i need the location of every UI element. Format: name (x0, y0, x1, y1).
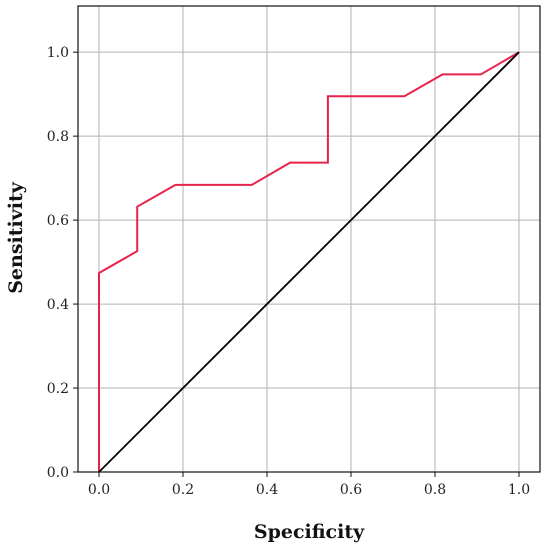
series-lines (98, 51, 520, 473)
x-tick-labels: 0.0 0.2 0.4 0.6 0.8 1.0 (88, 482, 530, 498)
plot-frame (77, 5, 541, 473)
y-tick-label: 0.8 (47, 129, 69, 145)
tick-marks (73, 51, 520, 477)
y-tick-labels: 0.0 0.2 0.4 0.6 0.8 1.0 (47, 45, 69, 481)
y-tick-label: 1.0 (47, 45, 69, 61)
x-tick-label: 1.0 (508, 482, 530, 498)
x-tick-label: 0.0 (88, 482, 110, 498)
roc-curve-line (98, 51, 520, 472)
x-tick-label: 0.4 (256, 482, 278, 498)
grid-lines (78, 6, 540, 473)
x-tick-label: 0.2 (172, 482, 194, 498)
y-tick-label: 0.6 (47, 213, 69, 229)
y-axis-title: Sensitivity (5, 181, 27, 294)
x-axis-title: Specificity (254, 521, 365, 543)
y-tick-label: 0.2 (47, 381, 69, 397)
x-tick-label: 0.6 (340, 482, 362, 498)
diagonal-reference-line (98, 51, 520, 473)
x-tick-label: 0.8 (424, 482, 446, 498)
y-tick-label: 0.4 (47, 297, 69, 313)
y-tick-label: 0.0 (47, 465, 69, 481)
